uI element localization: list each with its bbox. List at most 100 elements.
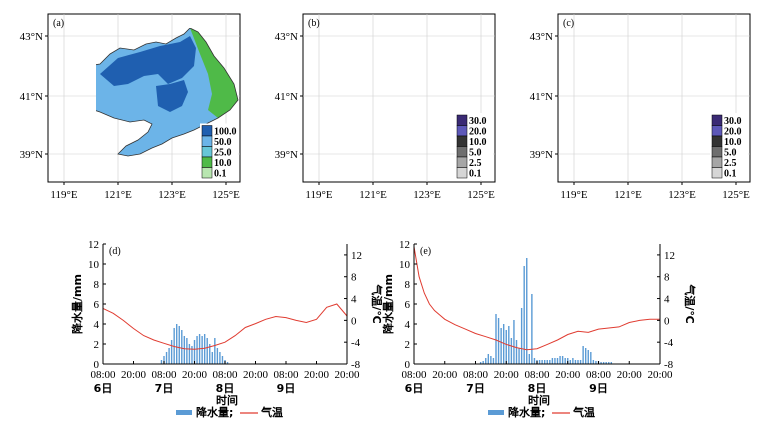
plot-area — [414, 244, 660, 364]
precipitation-bar — [203, 334, 206, 364]
precipitation-bar — [569, 360, 572, 364]
precipitation-bar — [170, 340, 173, 364]
y-tick-label: 2 — [405, 339, 411, 351]
precipitation-bar — [526, 258, 528, 364]
map-region-core — [100, 36, 196, 86]
date-label: 9日 — [589, 382, 608, 395]
legend-value: 0.1 — [214, 169, 227, 180]
precipitation-bar — [564, 358, 566, 364]
precipitation-bar — [186, 338, 188, 364]
precipitation-bar — [595, 361, 597, 364]
y-tick-label: 6 — [94, 299, 100, 311]
x-tick-label: 20:00 — [182, 369, 208, 381]
y-tick-label: 10 — [399, 259, 411, 271]
panel-tag: (a) — [53, 18, 64, 29]
y2-tick-label: 0 — [664, 315, 670, 327]
x-tick-label: 08:00 — [273, 369, 299, 381]
legend-swatch — [711, 135, 723, 147]
panel-tag: (c) — [563, 18, 574, 29]
legend-value: 0.1 — [724, 169, 737, 180]
lon-tick-label: 123°E — [158, 189, 186, 201]
date-label: 8日 — [528, 382, 547, 395]
map-legend: 100.050.025.010.00.1 — [200, 123, 238, 180]
precipitation-bar — [502, 324, 505, 364]
legend-value: 5.0 — [469, 148, 482, 159]
precipitation-bar — [579, 360, 582, 364]
map-legend: 30.020.010.05.02.50.1 — [455, 113, 493, 180]
precipitation-bar — [490, 356, 492, 364]
date-label: 9日 — [277, 382, 296, 395]
lon-tick-label: 125°E — [722, 189, 750, 201]
legend-bar-swatch — [488, 410, 504, 415]
date-label: 7日 — [466, 382, 485, 395]
precipitation-bar — [543, 360, 546, 364]
precipitation-bar — [590, 352, 592, 364]
lon-tick-label: 125°E — [467, 189, 495, 201]
lon-tick-label: 121°E — [359, 189, 387, 201]
lon-tick-label: 121°E — [104, 189, 132, 201]
precipitation-bar — [163, 356, 165, 364]
precipitation-bar — [531, 294, 533, 364]
precipitation-bar — [538, 360, 541, 364]
lat-tick-label: 39°N — [20, 149, 43, 161]
y2-tick-label: -4 — [351, 337, 361, 349]
legend-swatch — [711, 146, 723, 158]
lon-tick-label: 123°E — [413, 189, 441, 201]
legend-swatch — [456, 146, 468, 158]
map-region-core — [156, 80, 188, 112]
x-tick-label: 20:00 — [334, 369, 360, 381]
precipitation-bar — [219, 352, 221, 364]
legend-bar-label: 降水量; — [196, 405, 233, 419]
legend-bar-swatch — [176, 410, 192, 415]
date-label: 7日 — [155, 382, 174, 395]
legend-swatch — [456, 114, 468, 126]
lon-tick-label: 121°E — [614, 189, 642, 201]
precipitation-bar — [561, 356, 564, 364]
precipitation-bar — [206, 338, 208, 364]
y2-tick-label: 8 — [351, 272, 357, 284]
precipitation-bar — [605, 362, 607, 364]
legend-swatch — [711, 125, 723, 137]
x-tick-label: 08:00 — [212, 369, 238, 381]
legend-value: 25.0 — [214, 148, 232, 159]
y-tick-label: 12 — [399, 239, 410, 251]
precipitation-bar — [492, 358, 495, 364]
lon-tick-label: 119°E — [50, 189, 77, 201]
precipitation-bar — [500, 328, 502, 364]
map-region-east — [190, 28, 238, 118]
bottom-legend-d: 降水量; 气温 — [176, 405, 283, 419]
legend-value: 30.0 — [469, 116, 487, 127]
x-tick-label: 08:00 — [524, 369, 550, 381]
x-tick-label: 08:00 — [401, 369, 427, 381]
y-tick-label: 8 — [405, 279, 411, 291]
precipitation-bar — [226, 362, 229, 364]
legend-swatch — [711, 167, 723, 179]
bottom-legend-e: 降水量; 气温 — [488, 405, 595, 419]
legend-swatch — [201, 125, 213, 137]
precipitation-bar — [584, 348, 587, 364]
precipitation-bar — [577, 360, 579, 364]
y-tick-label: 10 — [88, 259, 100, 271]
date-label: 8日 — [216, 382, 235, 395]
legend-value: 2.5 — [469, 158, 482, 169]
legend-swatch — [201, 135, 213, 147]
lat-tick-label: 43°N — [530, 31, 553, 43]
precipitation-bar — [510, 338, 513, 364]
y2-axis-label: 气温/℃ — [370, 283, 384, 323]
x-tick-label: 20:00 — [121, 369, 147, 381]
legend-value: 30.0 — [724, 116, 742, 127]
x-axis-label: 时间 — [528, 393, 550, 407]
precipitation-bar — [587, 350, 589, 364]
precipitation-bar — [574, 360, 577, 364]
legend-value: 0.1 — [469, 169, 482, 180]
precipitation-bar — [209, 344, 211, 364]
x-axis-label: 时间 — [216, 393, 238, 407]
map-panels: (a) 43°N 41°N 39°N 119°E 121°E 123°E 125°E 100.0… — [20, 13, 751, 201]
y2-tick-label: 4 — [664, 294, 670, 306]
y2-tick-label: 12 — [664, 250, 675, 262]
precipitation-bar — [216, 348, 219, 364]
precipitation-bar — [183, 336, 186, 364]
y2-tick-label: -8 — [664, 359, 674, 371]
